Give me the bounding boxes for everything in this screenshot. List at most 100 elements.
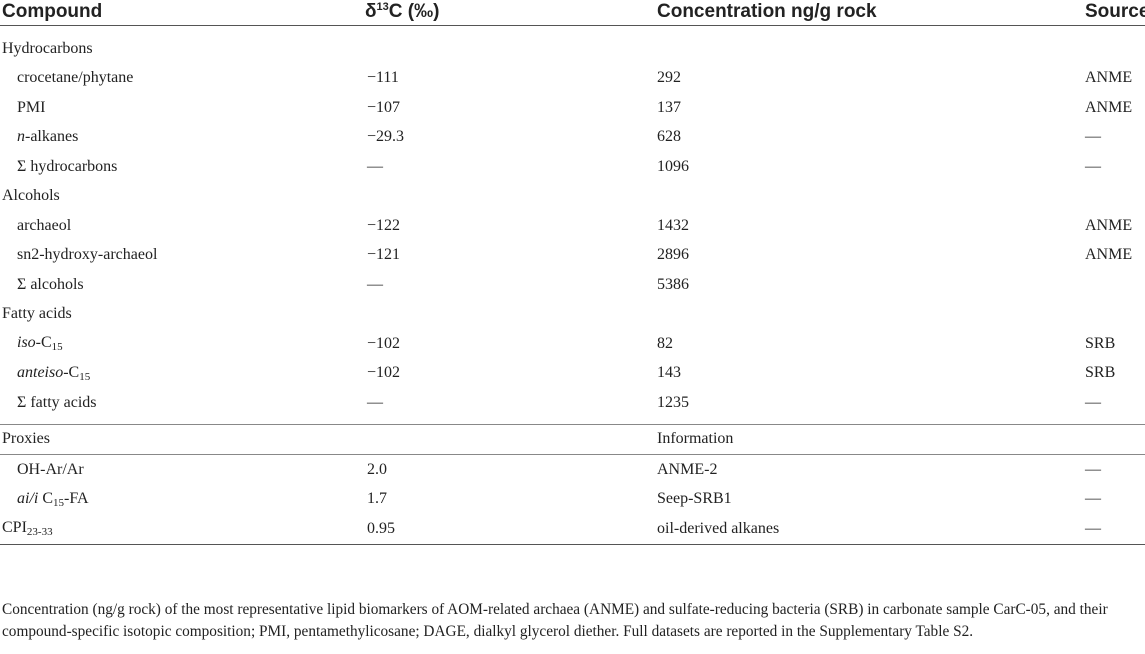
delta-value: −121 xyxy=(367,246,401,264)
compound-name-mid: -C xyxy=(63,363,80,381)
compound-name: PMI xyxy=(17,98,46,116)
group-row-alcohols: Alcohols xyxy=(0,182,1145,212)
proxy-info: oil-derived alkanes xyxy=(657,514,1085,545)
source-value: — xyxy=(1085,157,1101,175)
source-value: ANME xyxy=(1085,69,1133,87)
header-delta-sup: 13 xyxy=(376,0,389,13)
proxy-value: 2.0 xyxy=(367,460,387,478)
concentration-value: 82 xyxy=(657,334,673,352)
source-value: ANME xyxy=(1085,98,1133,116)
proxy-name-italic: ai/i xyxy=(17,489,39,507)
table-row: Σ fatty acids — 1235 — xyxy=(0,388,1145,418)
compound-name: anteiso-C15 xyxy=(0,359,365,389)
proxy-name-rest: -FA xyxy=(64,489,89,507)
concentration-value: 5386 xyxy=(657,275,689,293)
proxies-header-row: Proxies Information xyxy=(0,424,1145,455)
concentration-value: 1432 xyxy=(657,216,689,234)
compound-name: Σ fatty acids xyxy=(17,393,97,411)
compound-name-italic: iso xyxy=(17,334,36,352)
table-row: Σ hydrocarbons — 1096 — xyxy=(0,152,1145,182)
delta-value: −111 xyxy=(367,69,399,87)
delta-value: −102 xyxy=(367,364,401,382)
proxy-value: 0.95 xyxy=(365,514,657,545)
source-value: — xyxy=(1085,460,1101,478)
concentration-value: 143 xyxy=(657,364,681,382)
delta-value: −102 xyxy=(367,334,401,352)
concentration-value: 628 xyxy=(657,128,681,146)
table-row: Σ alcohols — 5386 xyxy=(0,270,1145,300)
table-row: n-alkanes −29.3 628 — xyxy=(0,123,1145,153)
source-value: ANME xyxy=(1085,246,1133,264)
compound-name: n-alkanes xyxy=(0,123,365,153)
table-row: sn2-hydroxy-archaeol −121 2896 ANME xyxy=(0,241,1145,271)
compound-name: crocetane/phytane xyxy=(17,69,134,87)
proxy-name-sub: 23-33 xyxy=(26,526,53,539)
group-label: Alcohols xyxy=(2,187,60,205)
compound-name-mid: -C xyxy=(35,334,52,352)
table-row: archaeol −122 1432 ANME xyxy=(0,211,1145,241)
compound-name: iso-C15 xyxy=(0,329,365,359)
table-row: iso-C15 −102 82 SRB xyxy=(0,329,1145,359)
proxy-name: CPI23-33 xyxy=(0,514,365,545)
source-value: SRB xyxy=(1085,364,1116,382)
compound-name: Σ alcohols xyxy=(17,275,84,293)
source-value: SRB xyxy=(1085,334,1116,352)
group-row-fatty-acids: Fatty acids xyxy=(0,300,1145,330)
compound-name-sub: 15 xyxy=(51,341,63,354)
compound-name: archaeol xyxy=(17,216,72,234)
proxy-info: Seep-SRB1 xyxy=(657,490,732,508)
proxy-name-mid: CPI xyxy=(2,519,27,537)
header-source: Source xyxy=(1085,0,1145,26)
section-divider xyxy=(0,417,1145,425)
source-value: — xyxy=(1085,128,1101,146)
proxy-name-mid: C xyxy=(38,489,54,507)
proxy-info: ANME-2 xyxy=(657,460,718,478)
header-delta13c: δ13C (‰) xyxy=(365,0,657,26)
header-delta-prefix: δ xyxy=(365,0,377,22)
group-row-hydrocarbons: Hydrocarbons xyxy=(0,26,1145,64)
table-row: ai/i C15-FA 1.7 Seep-SRB1 — xyxy=(0,485,1145,515)
table-row: crocetane/phytane −111 292 ANME xyxy=(0,64,1145,94)
proxy-value: 1.7 xyxy=(367,490,387,508)
table-footnote: Concentration (ng/g rock) of the most re… xyxy=(2,601,1108,640)
compound-name: sn2-hydroxy-archaeol xyxy=(17,246,158,264)
concentration-value: 1096 xyxy=(657,157,689,175)
delta-value: −122 xyxy=(367,216,401,234)
delta-value: −107 xyxy=(367,98,401,116)
compound-name-italic: anteiso xyxy=(17,363,64,381)
information-label: Information xyxy=(657,424,1085,455)
compound-name-sub: 15 xyxy=(79,370,91,383)
proxies-label: Proxies xyxy=(0,424,365,455)
group-label: Hydrocarbons xyxy=(2,39,93,57)
proxy-name: OH-Ar/Ar xyxy=(17,460,84,478)
table-row: PMI −107 137 ANME xyxy=(0,93,1145,123)
table-row: OH-Ar/Ar 2.0 ANME-2 — xyxy=(0,455,1145,485)
header-compound: Compound xyxy=(0,0,365,26)
delta-value: — xyxy=(367,157,383,175)
delta-value: −29.3 xyxy=(367,128,405,146)
source-value: — xyxy=(1085,490,1101,508)
compound-name-italic: n xyxy=(17,128,25,146)
header-concentration: Concentration ng/g rock xyxy=(657,0,1085,26)
source-value: — xyxy=(1085,514,1145,545)
table-row: CPI23-33 0.95 oil-derived alkanes — xyxy=(0,514,1145,545)
source-value: ANME xyxy=(1085,216,1133,234)
delta-value: — xyxy=(367,393,383,411)
header-delta-suffix: C (‰) xyxy=(388,0,440,22)
concentration-value: 1235 xyxy=(657,393,689,411)
delta-value: — xyxy=(367,275,383,293)
concentration-value: 2896 xyxy=(657,246,689,264)
source-value xyxy=(1085,270,1145,300)
table-row: anteiso-C15 −102 143 SRB xyxy=(0,359,1145,389)
compound-name-rest: -alkanes xyxy=(25,128,79,146)
concentration-value: 137 xyxy=(657,98,681,116)
header-row: Compound δ13C (‰) Concentration ng/g roc… xyxy=(0,0,1145,26)
compound-name: Σ hydrocarbons xyxy=(17,157,118,175)
source-value: — xyxy=(1085,393,1101,411)
biomarker-table: Compound δ13C (‰) Concentration ng/g roc… xyxy=(0,0,1145,545)
proxy-name: ai/i C15-FA xyxy=(0,485,365,515)
group-label: Fatty acids xyxy=(2,305,72,323)
concentration-value: 292 xyxy=(657,69,681,87)
proxy-name-sub: 15 xyxy=(53,496,65,509)
